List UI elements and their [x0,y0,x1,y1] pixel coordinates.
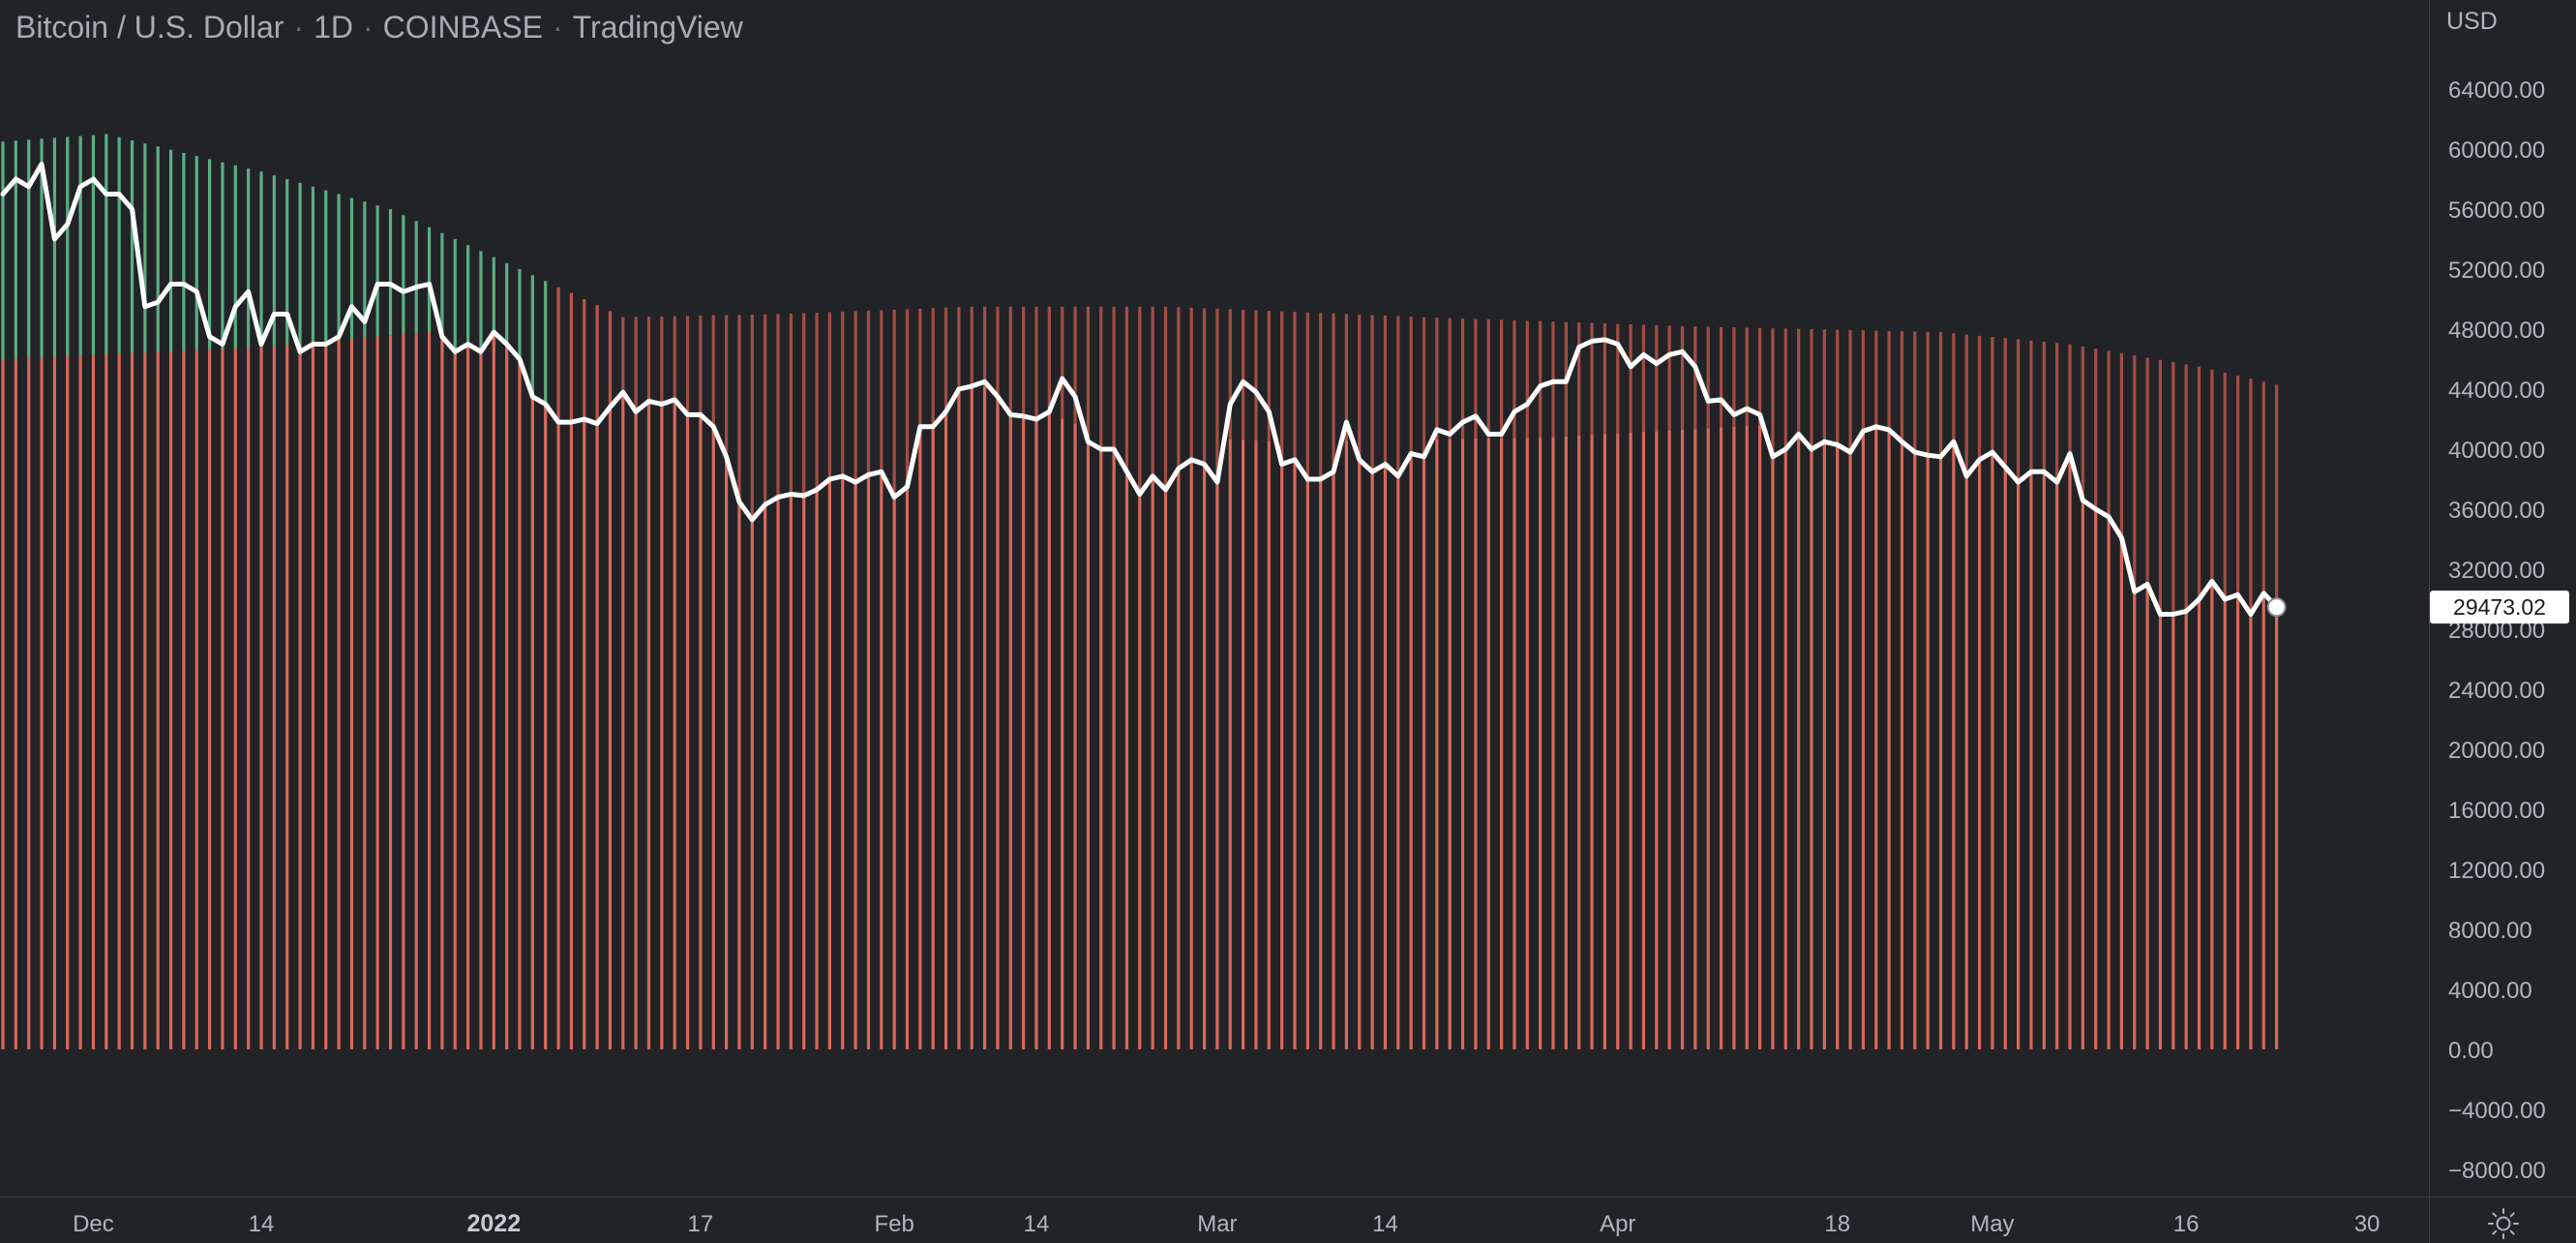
x-tick-label: 30 [2354,1211,2381,1237]
y-tick-label: 20000.00 [2448,738,2545,764]
y-tick-label: 40000.00 [2448,438,2545,464]
y-tick-label: 16000.00 [2448,798,2545,824]
symbol-name[interactable]: Bitcoin / U.S. Dollar [15,10,285,45]
y-tick-label: 60000.00 [2448,137,2545,164]
time-axis[interactable]: Dec 14 2022 17 Feb 14 Mar 14 Apr 18 May 16 30 [73,1210,2380,1237]
y-tick-label: −8000.00 [2448,1158,2546,1184]
x-tick-label: 14 [1372,1211,1398,1237]
band-columns [1,134,2279,1049]
y-tick-label: 12000.00 [2448,858,2545,884]
x-tick-label: May [1970,1211,2014,1237]
interval-label[interactable]: 1D [314,10,353,45]
x-tick-label: 14 [249,1211,275,1237]
settings-sun-icon[interactable] [2487,1207,2520,1240]
time-scale-background[interactable] [0,1197,2429,1243]
x-tick-label: 2022 [466,1210,521,1237]
x-tick-label: 16 [2173,1211,2200,1237]
last-price-tag-bg [2430,591,2569,624]
legend-separator: · [293,10,305,45]
last-price-tag: 29473.02 [2430,591,2569,624]
price-axis[interactable]: −8000.00 −4000.00 0.00 4000.00 8000.00 12000.… [2448,77,2546,1184]
y-tick-label: −4000.00 [2448,1098,2546,1124]
last-price-marker[interactable] [2266,597,2287,618]
y-tick-label: 48000.00 [2448,318,2545,344]
currency-label[interactable]: USD [2446,8,2498,35]
x-tick-label: Mar [1197,1211,1237,1237]
brand-label: TradingView [572,10,743,45]
y-tick-label: 64000.00 [2448,77,2545,104]
price-line[interactable] [0,162,2280,617]
x-tick-label: Apr [1600,1211,1635,1237]
exchange-label[interactable]: COINBASE [382,10,544,45]
last-price-value: 29473.02 [2453,594,2546,620]
y-tick-label: 44000.00 [2448,378,2545,404]
y-tick-label: 8000.00 [2448,918,2532,944]
y-tick-label: 4000.00 [2448,978,2532,1004]
y-tick-label: 0.00 [2448,1038,2494,1064]
chart-legend-title[interactable]: Bitcoin / U.S. Dollar · 1D · COINBASE · Tradin… [15,10,743,45]
price-line-layer [0,162,2287,618]
y-tick-label: 32000.00 [2448,558,2545,584]
y-tick-label: 52000.00 [2448,258,2545,284]
y-tick-label: 56000.00 [2448,197,2545,224]
legend-separator: · [362,10,374,45]
y-tick-label: 24000.00 [2448,678,2545,704]
x-tick-label: Feb [874,1211,914,1237]
x-tick-label: 14 [1024,1211,1050,1237]
y-tick-label: 36000.00 [2448,498,2545,524]
legend-separator: · [553,10,563,45]
x-tick-label: 18 [1824,1211,1850,1237]
x-tick-label: 17 [688,1211,714,1237]
x-tick-label: Dec [73,1211,114,1237]
